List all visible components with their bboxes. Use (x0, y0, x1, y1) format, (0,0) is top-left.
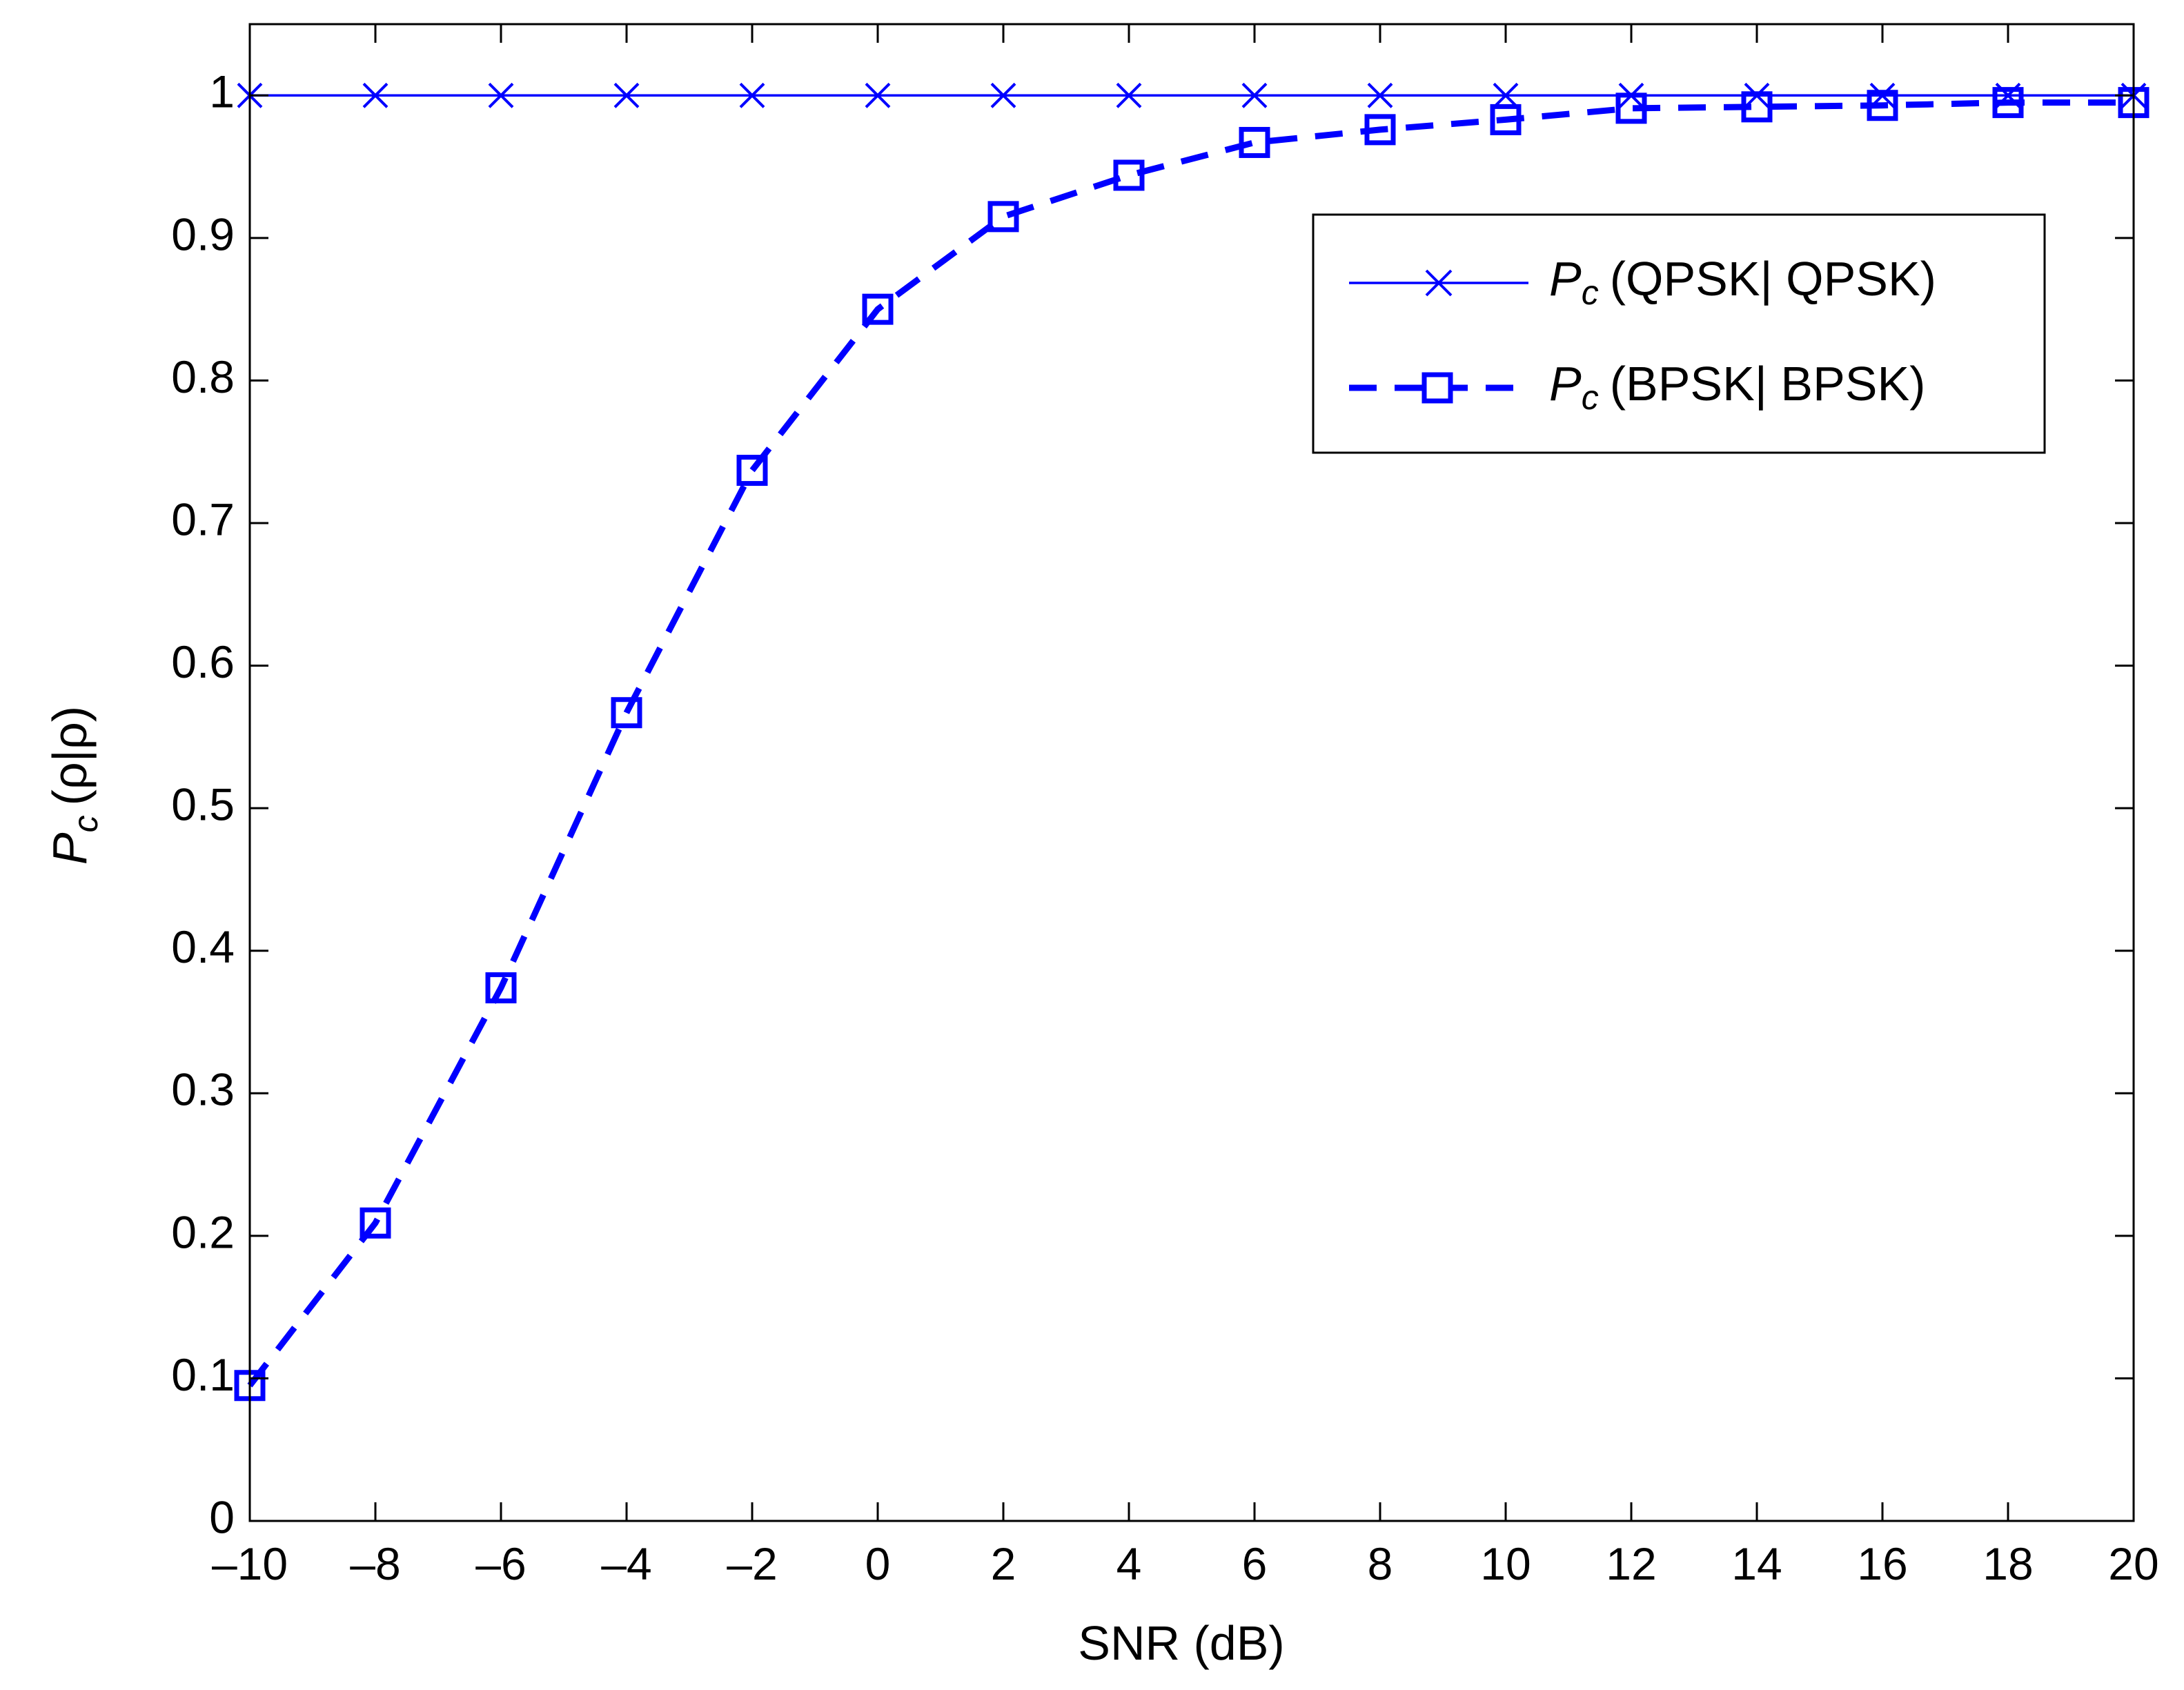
data-point-x-marker (488, 82, 514, 108)
legend-text-qpsk: Pc (QPSK| QPSK) (1549, 252, 1936, 312)
x-tick-label: 4 (1116, 1538, 1142, 1589)
y-tick-label: 0.3 (171, 1064, 235, 1115)
x-tick-label: 16 (1857, 1538, 1907, 1589)
x-tick-label: 20 (2108, 1538, 2158, 1589)
legend-subscript-qpsk: c (1582, 273, 1599, 312)
legend-marker-square (1421, 372, 1453, 404)
data-point-square-marker (1867, 90, 1898, 121)
data-point-x-marker (1493, 82, 1519, 108)
legend-entry-qpsk: Pc (QPSK| QPSK) (1349, 252, 1936, 312)
x-tick-label: 10 (1480, 1538, 1531, 1589)
data-point-square-marker (1490, 104, 1522, 135)
x-tick-label: 18 (1983, 1538, 2033, 1589)
axes: –10 –8 –6 –4 –2 0 2 4 6 8 10 12 14 16 18 20 0 0.1 0.2 0.3 0.… (171, 23, 2159, 1589)
y-axis-label-symbol: P (43, 832, 97, 865)
data-point-square-marker (1113, 159, 1145, 191)
data-point-x-marker (865, 82, 891, 108)
y-tick-label: 0.5 (171, 779, 235, 830)
y-axis-label: Pc (ρ|ρ) (43, 706, 105, 865)
y-tick-label: 0.4 (171, 921, 235, 972)
data-point-square-marker (1239, 126, 1270, 158)
legend-text-bpsk: Pc (BPSK| BPSK) (1549, 357, 1925, 417)
axes-frame (248, 23, 2135, 1522)
y-tick-label: 0.8 (171, 351, 235, 402)
y-tick-label: 0.7 (171, 493, 235, 544)
data-point-square-marker (1364, 114, 1396, 146)
y-tick-label: 1 (209, 66, 235, 117)
data-point-square-marker (1615, 92, 1647, 124)
legend-label-qpsk: (QPSK| QPSK) (1610, 252, 1936, 306)
legend-entry-bpsk: Pc (BPSK| BPSK) (1349, 357, 1925, 417)
data-point-square-marker (1992, 87, 2024, 119)
x-tick-label: 8 (1368, 1538, 1393, 1589)
data-point-square-marker (862, 293, 894, 325)
data-point-square-marker (485, 972, 517, 1003)
y-axis-label-text: (ρ|ρ) (43, 706, 97, 805)
legend-label-bpsk: (BPSK| BPSK) (1610, 357, 1926, 411)
y-tick-label: 0.9 (171, 208, 235, 259)
data-point-square-marker (360, 1207, 391, 1239)
legend-symbol-bpsk: P (1549, 357, 1582, 411)
data-point-square-marker (611, 697, 642, 729)
x-axis-label: SNR (dB) (1078, 1616, 1284, 1670)
y-tick-label: 0.1 (171, 1349, 235, 1400)
data-point-x-marker (613, 82, 640, 108)
legend-subscript-bpsk: c (1582, 378, 1599, 417)
series-line-1 (247, 99, 2134, 1388)
y-axis-label-subscript: c (66, 815, 105, 832)
x-tick-label: –10 (212, 1538, 288, 1589)
x-tick-label: –2 (727, 1538, 777, 1589)
data-point-x-marker (1116, 82, 1142, 108)
x-tick-label: 2 (991, 1538, 1016, 1589)
y-tick-label: 0 (209, 1491, 235, 1542)
legend-box (1312, 213, 2046, 454)
data-point-x-marker (739, 82, 765, 108)
legend-symbol-qpsk: P (1549, 252, 1582, 306)
data-point-x-marker (362, 82, 388, 108)
x-tick-label: –8 (350, 1538, 400, 1589)
data-point-square-marker (987, 201, 1019, 233)
legend: Pc (QPSK| QPSK) Pc (BPSK| BPSK) (1312, 213, 2046, 454)
data-point-square-marker (1741, 91, 1773, 123)
data-point-x-marker (1241, 82, 1268, 108)
x-tick-label: –6 (475, 1538, 526, 1589)
data-point-square-marker (736, 455, 768, 487)
x-tick-label: 0 (865, 1538, 891, 1589)
x-tick-label: 12 (1606, 1538, 1656, 1589)
x-tick-label: 6 (1242, 1538, 1268, 1589)
data-point-x-marker (990, 82, 1016, 108)
data-point-x-marker (1367, 82, 1393, 108)
x-tick-label: 14 (1731, 1538, 1782, 1589)
y-tick-label: 0.6 (171, 636, 235, 687)
legend-marker-x (1425, 269, 1453, 297)
y-tick-label: 0.2 (171, 1206, 235, 1257)
x-tick-label: –4 (601, 1538, 651, 1589)
